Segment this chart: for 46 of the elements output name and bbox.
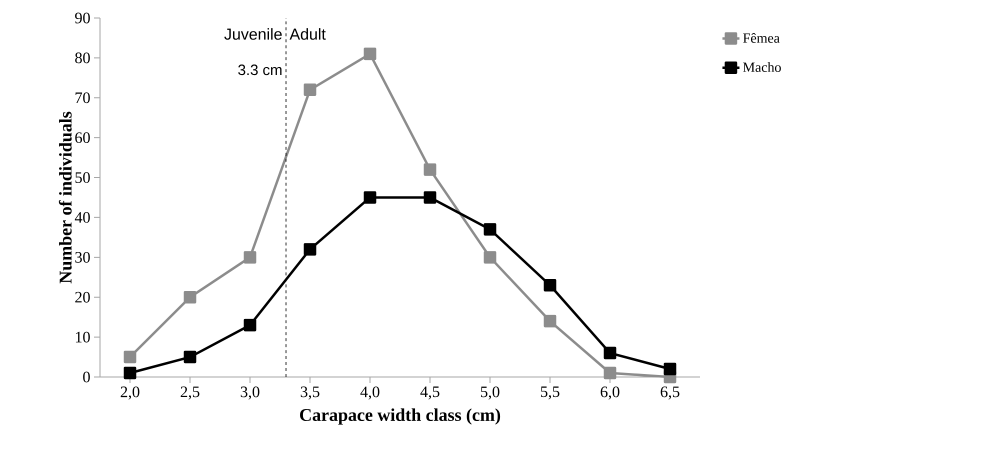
y-tick-label: 50 [75, 172, 90, 183]
point [484, 223, 496, 236]
x-tick-label: 6,5 [660, 386, 680, 400]
x-tick-label: 4,0 [360, 386, 380, 400]
point [664, 362, 676, 376]
x-tick-label: 3,0 [240, 386, 260, 400]
point [244, 318, 256, 332]
y-tick-label: 10 [76, 332, 90, 342]
x-tick-label: 4,5 [420, 386, 440, 400]
x-axis-title: Carapace width class (cm) [300, 408, 500, 425]
point [544, 314, 556, 328]
point [364, 191, 376, 204]
point [124, 366, 136, 380]
annotation: Adult [290, 28, 326, 40]
x-tick-label: 2,5 [180, 386, 200, 400]
point [604, 346, 616, 360]
point [484, 251, 496, 264]
y-tick-label: 40 [74, 212, 90, 223]
point [244, 251, 256, 264]
x-tick-label: 2,0 [120, 386, 140, 400]
annotation: Juvenile [224, 28, 282, 40]
ref-line-label: 3.3 cm [238, 64, 282, 76]
y-tick-label: 30 [75, 252, 90, 263]
legend-label: Macho [743, 62, 781, 72]
point [544, 279, 556, 292]
x-tick-label: 5,5 [540, 386, 560, 400]
point [124, 350, 136, 364]
y-tick-label: 0 [83, 372, 90, 382]
y-tick-label: 90 [75, 12, 90, 24]
y-tick-label: 80 [75, 52, 90, 64]
x-tick-label: 6,0 [600, 386, 620, 400]
x-tick-label: 5,0 [480, 386, 500, 400]
point [184, 290, 196, 304]
legend-label: Fêmea [743, 32, 780, 43]
y-tick-label: 20 [75, 292, 90, 303]
point [424, 191, 436, 204]
point [604, 366, 616, 380]
y-tick-label: 70 [76, 92, 90, 104]
point [424, 163, 436, 176]
point [364, 48, 376, 60]
point [304, 84, 316, 96]
y-axis-title: Number of individuals [58, 112, 72, 284]
point [304, 243, 316, 256]
x-tick-label: 3,5 [300, 386, 320, 400]
point [184, 350, 196, 364]
y-tick-label: 60 [75, 132, 90, 144]
